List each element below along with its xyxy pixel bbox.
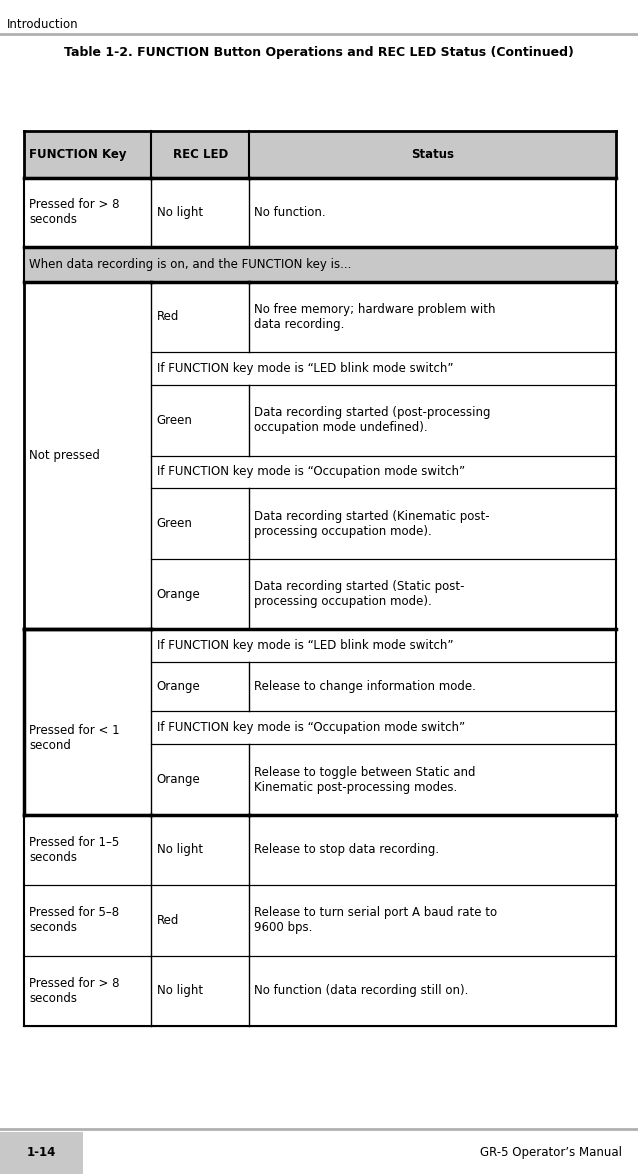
Bar	[24, 247, 616, 282]
Text: Release to toggle between Static and
Kinematic post-processing modes.: Release to toggle between Static and Kin…	[254, 765, 475, 794]
Bar	[249, 559, 616, 629]
Bar	[249, 956, 616, 1026]
Text: Status: Status	[411, 148, 454, 162]
Text: Pressed for > 8
seconds: Pressed for > 8 seconds	[29, 198, 120, 227]
Text: No light: No light	[156, 843, 203, 857]
Bar	[249, 385, 616, 456]
Text: If FUNCTION key mode is “LED blink mode switch”: If FUNCTION key mode is “LED blink mode …	[156, 639, 453, 653]
Bar	[151, 488, 249, 559]
Bar	[249, 282, 616, 352]
Bar	[249, 178, 616, 247]
Text: Red: Red	[156, 310, 179, 324]
Text: Orange: Orange	[156, 680, 200, 694]
Bar	[24, 956, 151, 1026]
Text: Green: Green	[156, 413, 193, 427]
Text: No function (data recording still on).: No function (data recording still on).	[254, 984, 468, 998]
Bar	[151, 178, 249, 247]
Text: No free memory; hardware problem with
data recording.: No free memory; hardware problem with da…	[254, 303, 496, 331]
Bar	[151, 744, 249, 815]
Bar	[24, 885, 151, 956]
Text: Pressed for 5–8
seconds: Pressed for 5–8 seconds	[29, 906, 119, 935]
Bar	[24, 131, 616, 178]
Bar	[151, 385, 249, 456]
Bar	[151, 282, 249, 352]
Text: Table 1-2. FUNCTION Button Operations and REC LED Status (Continued): Table 1-2. FUNCTION Button Operations an…	[64, 46, 574, 60]
Bar	[249, 744, 616, 815]
Text: If FUNCTION key mode is “LED blink mode switch”: If FUNCTION key mode is “LED blink mode …	[156, 362, 453, 376]
Bar	[151, 559, 249, 629]
Text: No function.: No function.	[254, 205, 326, 220]
Bar	[24, 282, 151, 629]
Bar	[151, 956, 249, 1026]
Text: If FUNCTION key mode is “Occupation mode switch”: If FUNCTION key mode is “Occupation mode…	[156, 465, 464, 479]
Text: REC LED: REC LED	[172, 148, 228, 162]
Text: If FUNCTION key mode is “Occupation mode switch”: If FUNCTION key mode is “Occupation mode…	[156, 721, 464, 735]
Text: GR-5 Operator’s Manual: GR-5 Operator’s Manual	[480, 1146, 622, 1160]
Bar	[249, 662, 616, 711]
Text: Pressed for > 8
seconds: Pressed for > 8 seconds	[29, 977, 120, 1005]
Text: Release to stop data recording.: Release to stop data recording.	[254, 843, 439, 857]
Text: Orange: Orange	[156, 772, 200, 787]
Bar	[0, 1132, 83, 1174]
Text: 1-14: 1-14	[27, 1146, 56, 1160]
Text: Release to turn serial port A baud rate to
9600 bps.: Release to turn serial port A baud rate …	[254, 906, 497, 935]
Text: Data recording started (Kinematic post-
processing occupation mode).: Data recording started (Kinematic post- …	[254, 510, 490, 538]
Bar	[249, 815, 616, 885]
Bar	[151, 711, 616, 744]
Bar	[151, 352, 616, 385]
Text: Data recording started (post-processing
occupation mode undefined).: Data recording started (post-processing …	[254, 406, 491, 434]
Text: Green: Green	[156, 517, 193, 531]
Text: Red: Red	[156, 913, 179, 927]
Text: Pressed for < 1
second: Pressed for < 1 second	[29, 724, 120, 753]
Text: Data recording started (Static post-
processing occupation mode).: Data recording started (Static post- pro…	[254, 580, 464, 608]
Bar	[24, 178, 151, 247]
Bar	[151, 662, 249, 711]
Bar	[151, 885, 249, 956]
Bar	[24, 629, 151, 815]
Text: FUNCTION Key: FUNCTION Key	[29, 148, 127, 162]
Bar	[151, 456, 616, 488]
Text: Pressed for 1–5
seconds: Pressed for 1–5 seconds	[29, 836, 119, 864]
Bar	[249, 488, 616, 559]
Text: Orange: Orange	[156, 587, 200, 601]
Bar	[249, 885, 616, 956]
Bar	[151, 815, 249, 885]
Text: When data recording is on, and the FUNCTION key is...: When data recording is on, and the FUNCT…	[29, 257, 352, 271]
Bar	[151, 629, 616, 662]
Text: Release to change information mode.: Release to change information mode.	[254, 680, 476, 694]
Text: No light: No light	[156, 205, 203, 220]
Bar	[24, 815, 151, 885]
Text: Introduction: Introduction	[6, 18, 78, 32]
Text: No light: No light	[156, 984, 203, 998]
Text: Not pressed: Not pressed	[29, 448, 100, 463]
